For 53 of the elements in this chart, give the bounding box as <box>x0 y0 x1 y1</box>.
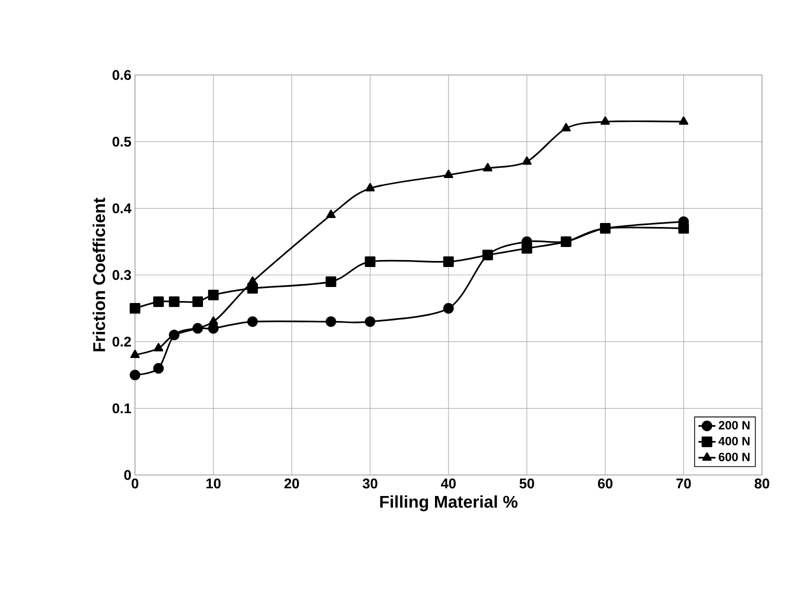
point <box>168 296 180 307</box>
x-tick-label: 10 <box>206 478 221 488</box>
y-tick-label: 0.2 <box>112 336 131 347</box>
point <box>208 316 218 325</box>
point <box>364 256 376 267</box>
point <box>130 370 140 380</box>
x-tick-label: 70 <box>676 478 691 488</box>
point <box>130 350 140 358</box>
point <box>208 290 219 300</box>
y-tick-label: 0.4 <box>112 203 132 214</box>
point <box>600 223 611 234</box>
point <box>364 316 376 327</box>
point <box>153 296 164 307</box>
legend-label: 400 N <box>718 436 750 446</box>
point <box>678 116 688 125</box>
x-tick-label: 40 <box>440 478 456 488</box>
y-tick-label: 0 <box>124 470 131 480</box>
y-tick-label: 0.5 <box>112 136 132 147</box>
x-tick-label: 20 <box>284 478 299 488</box>
point <box>522 243 532 254</box>
point <box>326 210 336 218</box>
point <box>600 116 610 125</box>
point <box>208 323 219 334</box>
point <box>192 296 204 307</box>
point <box>192 323 204 334</box>
point <box>678 223 689 234</box>
legend-label: 600 N <box>718 452 750 462</box>
point <box>443 256 454 267</box>
x-tick-label: 0 <box>132 478 138 488</box>
point <box>153 363 164 374</box>
point <box>247 316 258 327</box>
point <box>365 183 375 192</box>
point <box>443 303 454 314</box>
x-tick-label: 30 <box>362 478 378 488</box>
y-tick-label: 0.6 <box>112 70 131 80</box>
point <box>154 343 164 352</box>
y-axis-title: Friction Coefficient <box>92 198 106 352</box>
x-tick-label: 80 <box>754 478 770 488</box>
x-axis-title: Filling Material % <box>380 495 518 512</box>
point <box>561 123 571 132</box>
point <box>522 156 532 165</box>
point <box>444 170 454 178</box>
point <box>482 250 493 260</box>
y-tick-label: 0.3 <box>112 270 131 280</box>
point <box>130 303 140 314</box>
y-tick-label: 0.1 <box>112 403 132 414</box>
x-tick-label: 60 <box>598 478 612 488</box>
point <box>482 163 492 172</box>
x-tick-label: 50 <box>520 478 534 488</box>
point <box>326 316 336 327</box>
point <box>326 276 336 287</box>
legend-label: 200 N <box>718 420 750 430</box>
point <box>560 236 572 247</box>
